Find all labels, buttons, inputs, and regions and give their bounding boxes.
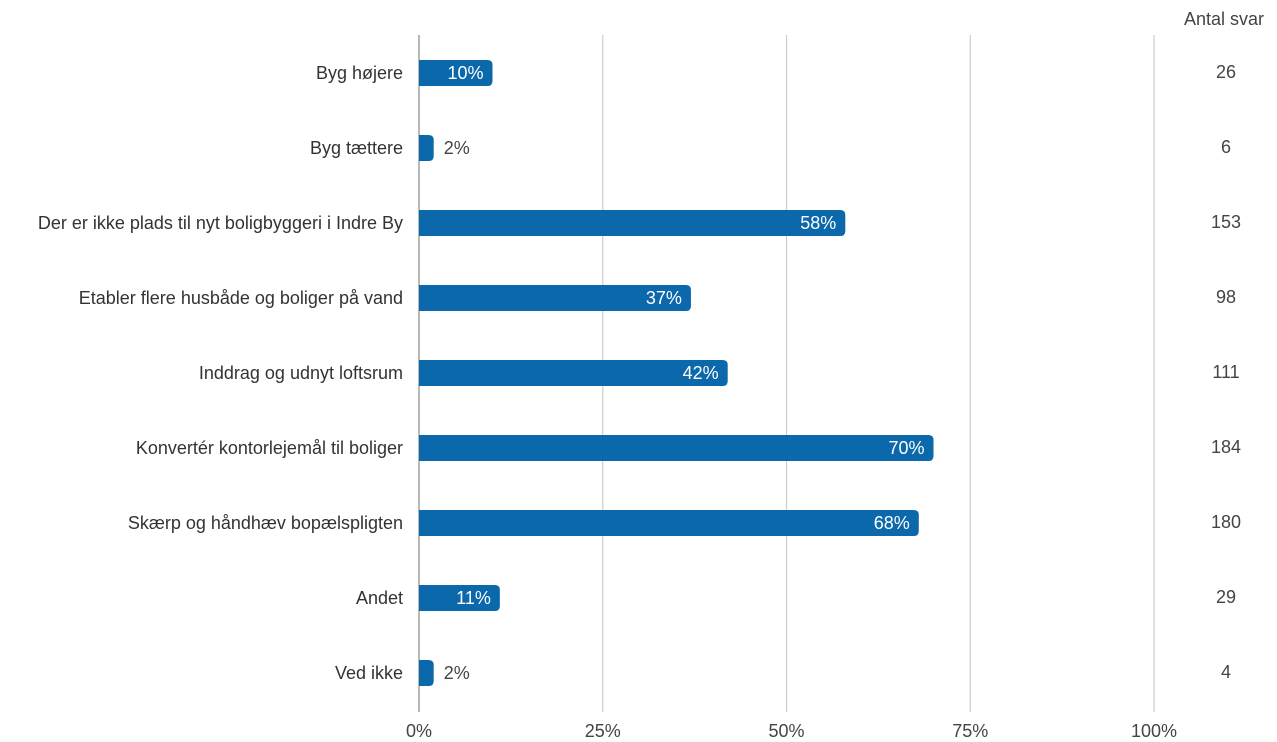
count-label: 180 <box>1211 512 1241 532</box>
bar <box>419 585 500 611</box>
count-header: Antal svar <box>1184 9 1264 29</box>
bar <box>419 510 919 536</box>
category-label: Konvertér kontorlejemål til boliger <box>135 438 403 458</box>
category-label: Andet <box>355 588 403 608</box>
value-label: 42% <box>683 363 719 383</box>
category-label: Byg tættere <box>309 138 403 158</box>
bar <box>419 660 434 686</box>
bar <box>419 285 691 311</box>
value-label: 11% <box>456 588 491 608</box>
bar <box>419 360 728 386</box>
bar <box>419 135 434 161</box>
count-label: 111 <box>1212 362 1239 382</box>
bar <box>419 60 493 86</box>
value-label: 37% <box>646 288 682 308</box>
value-label: 70% <box>888 438 924 458</box>
x-tick-label: 75% <box>952 721 988 741</box>
count-label: 4 <box>1221 662 1231 682</box>
x-tick-label: 50% <box>768 721 804 741</box>
count-label: 26 <box>1216 62 1236 82</box>
category-label: Byg højere <box>315 63 403 83</box>
count-label: 98 <box>1216 287 1236 307</box>
x-tick-label: 25% <box>585 721 621 741</box>
bar <box>419 210 846 236</box>
value-label: 10% <box>447 63 483 83</box>
value-label: 58% <box>800 213 836 233</box>
category-label: Ved ikke <box>334 663 403 683</box>
value-label: 2% <box>444 138 470 158</box>
count-label: 184 <box>1211 437 1241 457</box>
category-label: Der er ikke plads til nyt boligbyggeri i… <box>37 213 403 233</box>
category-label: Inddrag og udnyt loftsrum <box>198 363 403 383</box>
x-tick-label: 0% <box>406 721 432 741</box>
count-label: 6 <box>1221 137 1231 157</box>
bar <box>419 435 934 461</box>
category-label: Skærp og håndhæv bopælspligten <box>127 513 403 533</box>
category-label: Etabler flere husbåde og boliger på vand <box>78 288 403 308</box>
x-tick-label: 100% <box>1131 721 1177 741</box>
value-label: 2% <box>444 663 470 683</box>
value-label: 68% <box>874 513 910 533</box>
count-label: 29 <box>1216 587 1236 607</box>
count-label: 153 <box>1211 212 1241 232</box>
